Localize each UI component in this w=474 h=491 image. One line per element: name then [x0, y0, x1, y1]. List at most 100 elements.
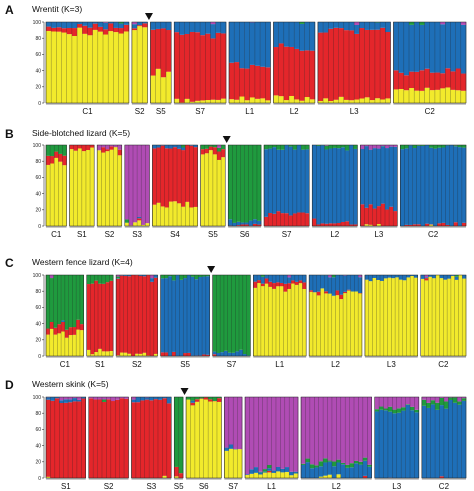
ancestry-segment-blue	[349, 145, 354, 225]
ancestry-segment-red	[416, 224, 422, 226]
ancestry-segment-blue	[246, 355, 251, 356]
ancestry-segment-green	[216, 275, 221, 353]
y-tick-label: 40	[35, 443, 41, 449]
ancestry-segment-blue	[72, 398, 78, 402]
ancestry-segment-green	[349, 463, 355, 468]
ancestry-segment-yellow	[90, 354, 95, 356]
ancestry-segment-purple	[280, 397, 286, 469]
ancestry-segment-blue	[116, 278, 121, 279]
ancestry-segment-yellow	[323, 475, 328, 478]
ancestry-segment-yellow	[413, 277, 418, 356]
ancestry-segment-green	[256, 145, 262, 221]
ancestry-segment-red	[62, 155, 67, 166]
ancestry-segment-red	[189, 31, 196, 102]
boundary-marker-icon	[180, 388, 189, 395]
ancestry-segment-blue	[137, 216, 142, 219]
ancestry-segment-blue	[135, 397, 141, 403]
ancestry-segment-red	[339, 294, 344, 300]
ancestry-segment-yellow	[359, 98, 365, 103]
ancestry-segment-yellow	[253, 287, 258, 356]
ancestry-segment-red	[77, 145, 83, 149]
panel-label: C	[5, 256, 14, 270]
ancestry-segment-yellow	[260, 98, 266, 103]
ancestry-segment-red	[253, 281, 258, 288]
ancestry-segment-blue	[360, 149, 365, 205]
ancestry-segment-yellow	[239, 96, 245, 103]
ancestry-segment-purple	[101, 397, 107, 400]
ancestry-segment-red	[205, 33, 211, 101]
ancestry-segment-yellow	[189, 207, 194, 226]
ancestry-segment-yellow	[287, 288, 292, 356]
ancestry-segment-red	[239, 68, 245, 97]
ancestry-segment-yellow	[275, 286, 280, 356]
ancestry-segment-purple	[349, 397, 355, 464]
ancestry-segment-yellow	[237, 449, 243, 478]
ancestry-segment-blue	[389, 146, 394, 207]
ancestry-segment-green	[324, 145, 329, 150]
ancestry-segment-blue	[316, 275, 321, 292]
ancestry-segment-red	[123, 24, 130, 32]
ancestry-segment-yellow	[77, 27, 83, 103]
ancestry-segment-yellow	[155, 68, 162, 103]
ancestry-segment-green	[118, 22, 124, 24]
ancestry-segment-green	[186, 397, 191, 400]
ancestry-segment-yellow	[166, 71, 172, 103]
ancestry-segment-red	[455, 68, 462, 91]
ancestry-segment-blue	[280, 149, 285, 214]
ancestry-segment-yellow	[181, 206, 186, 226]
ancestry-segment-green	[409, 22, 415, 25]
ancestry-segment-yellow	[273, 95, 279, 103]
ancestry-segment-yellow	[174, 476, 179, 478]
ancestry-segment-yellow	[395, 277, 400, 356]
ancestry-segment-blue	[235, 351, 240, 356]
ancestry-segment-yellow	[260, 286, 265, 356]
ancestry-segment-blue	[97, 22, 104, 27]
ancestry-segment-yellow	[174, 98, 180, 103]
ancestry-segment-purple	[460, 22, 467, 25]
ancestry-segment-blue	[402, 275, 407, 281]
ancestry-segment-purple	[301, 397, 306, 464]
ancestry-segment-blue	[171, 280, 176, 352]
ancestry-segment-blue	[150, 278, 155, 282]
ancestry-segment-blue	[162, 397, 168, 399]
ancestry-segment-red	[244, 68, 250, 101]
ancestry-segment-purple	[110, 397, 116, 402]
population-frame	[393, 21, 467, 104]
ancestry-segment-blue	[350, 275, 355, 292]
ancestry-segment-red	[340, 221, 346, 226]
ancestry-segment-blue	[343, 22, 350, 31]
ancestry-segment-red	[46, 26, 52, 31]
ancestry-segment-red	[445, 224, 450, 226]
ancestry-segment-red	[92, 23, 99, 30]
ancestry-segment-red	[278, 43, 285, 97]
ancestry-segment-blue	[205, 22, 211, 34]
ancestry-segment-green	[199, 397, 204, 399]
population-label: L3	[350, 107, 359, 116]
ancestry-segment-purple	[389, 145, 394, 147]
ancestry-segment-red	[108, 23, 114, 32]
ancestry-segment-yellow	[108, 31, 114, 104]
ancestry-segment-red	[393, 70, 399, 90]
ancestry-segment-blue	[284, 467, 290, 472]
ancestry-segment-red	[252, 223, 258, 226]
ancestry-segment-red	[353, 224, 358, 226]
ancestry-segment-yellow	[97, 31, 104, 103]
ancestry-segment-red	[288, 215, 294, 226]
ancestry-segment-blue	[220, 22, 227, 34]
ancestry-segment-green	[437, 145, 442, 148]
ancestry-segment-blue	[164, 278, 169, 353]
ancestry-segment-green	[262, 469, 268, 472]
population-l2: L2	[300, 396, 372, 491]
ancestry-segment-yellow	[113, 147, 118, 226]
ancestry-segment-red	[284, 213, 289, 226]
ancestry-segment-red	[119, 275, 124, 353]
ancestry-segment-red	[61, 321, 66, 332]
ancestry-segment-red	[272, 213, 277, 226]
ancestry-segment-green	[168, 275, 173, 277]
ancestry-segment-yellow	[212, 401, 218, 478]
ancestry-segment-blue	[51, 22, 57, 28]
ancestry-segment-green	[227, 275, 232, 353]
ancestry-segment-red	[137, 218, 142, 221]
ancestry-segment-blue	[205, 276, 210, 355]
population-s4: S4	[152, 144, 198, 239]
